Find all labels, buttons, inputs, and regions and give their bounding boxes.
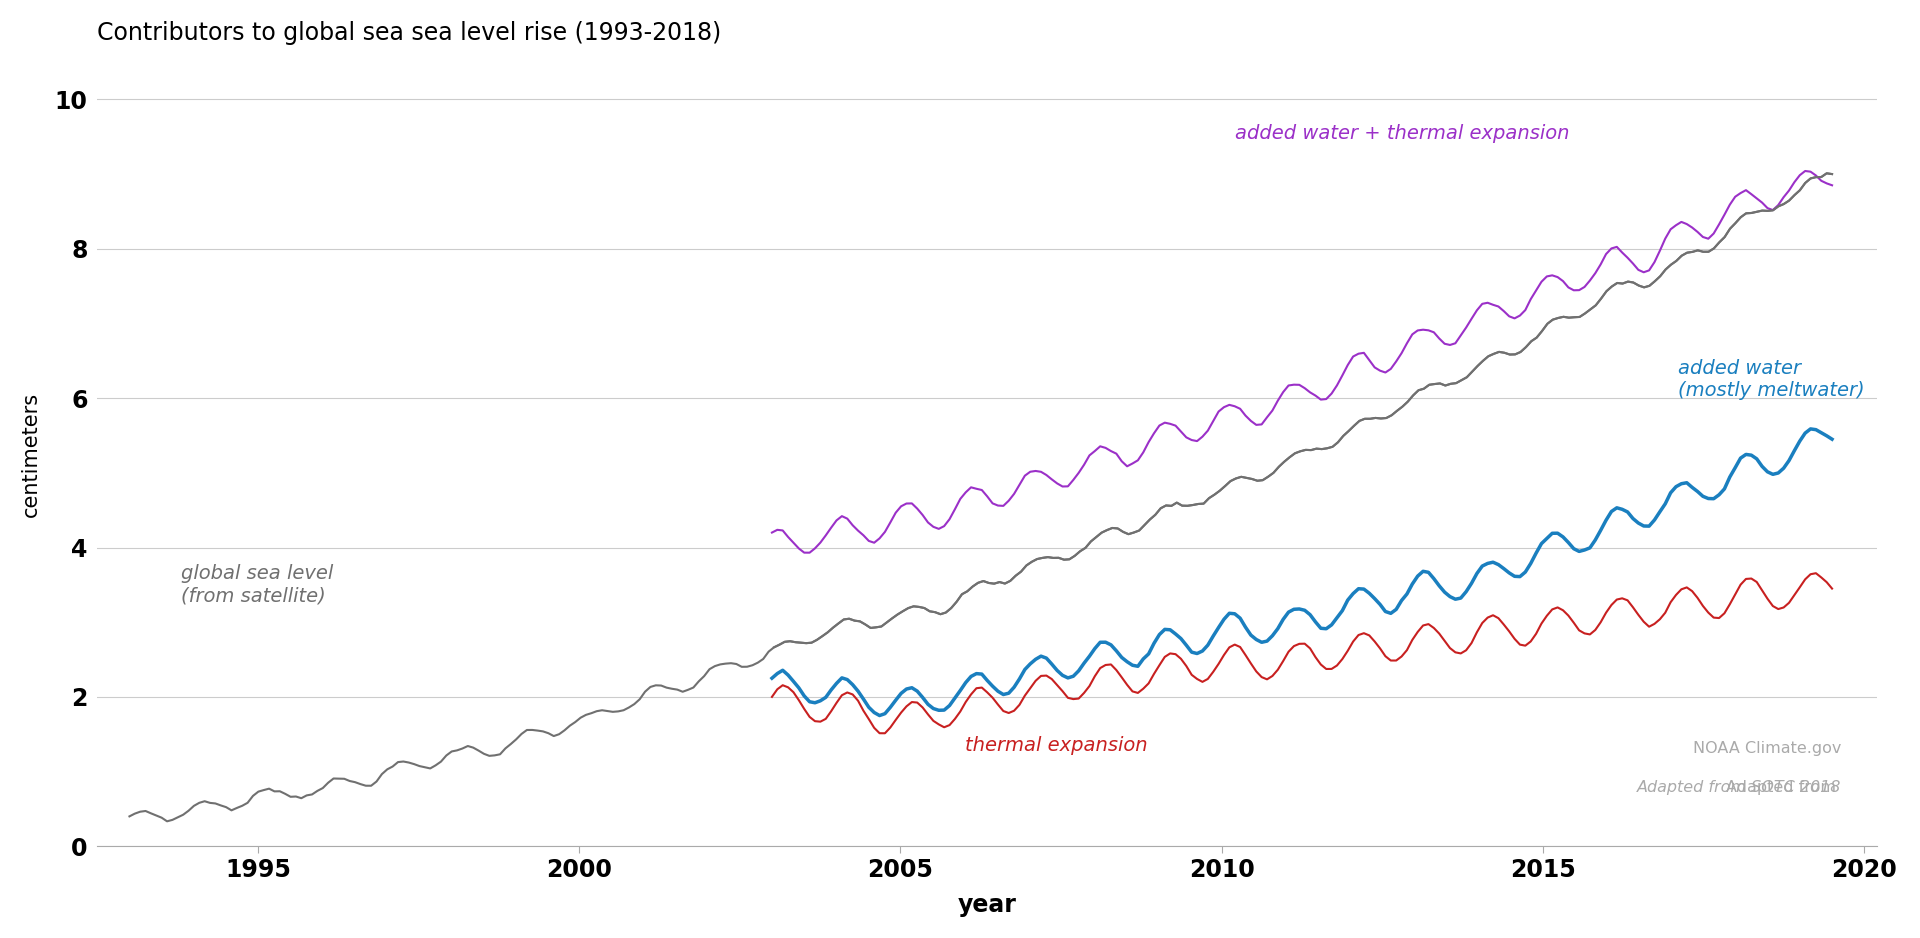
Text: Contributors to global sea sea level rise (1993-2018): Contributors to global sea sea level ris… [98,21,722,45]
Text: Adapted from SOTC 2018: Adapted from SOTC 2018 [1638,780,1841,795]
X-axis label: year: year [958,893,1016,917]
Text: Adapted from: Adapted from [1726,780,1841,795]
Text: thermal expansion: thermal expansion [964,736,1148,755]
Text: NOAA Climate.gov: NOAA Climate.gov [1693,741,1841,756]
Text: added water + thermal expansion: added water + thermal expansion [1235,124,1569,143]
Text: added water
(mostly meltwater): added water (mostly meltwater) [1678,359,1864,400]
Text: global sea level
(from satellite): global sea level (from satellite) [180,565,332,605]
Y-axis label: centimeters: centimeters [21,391,40,517]
